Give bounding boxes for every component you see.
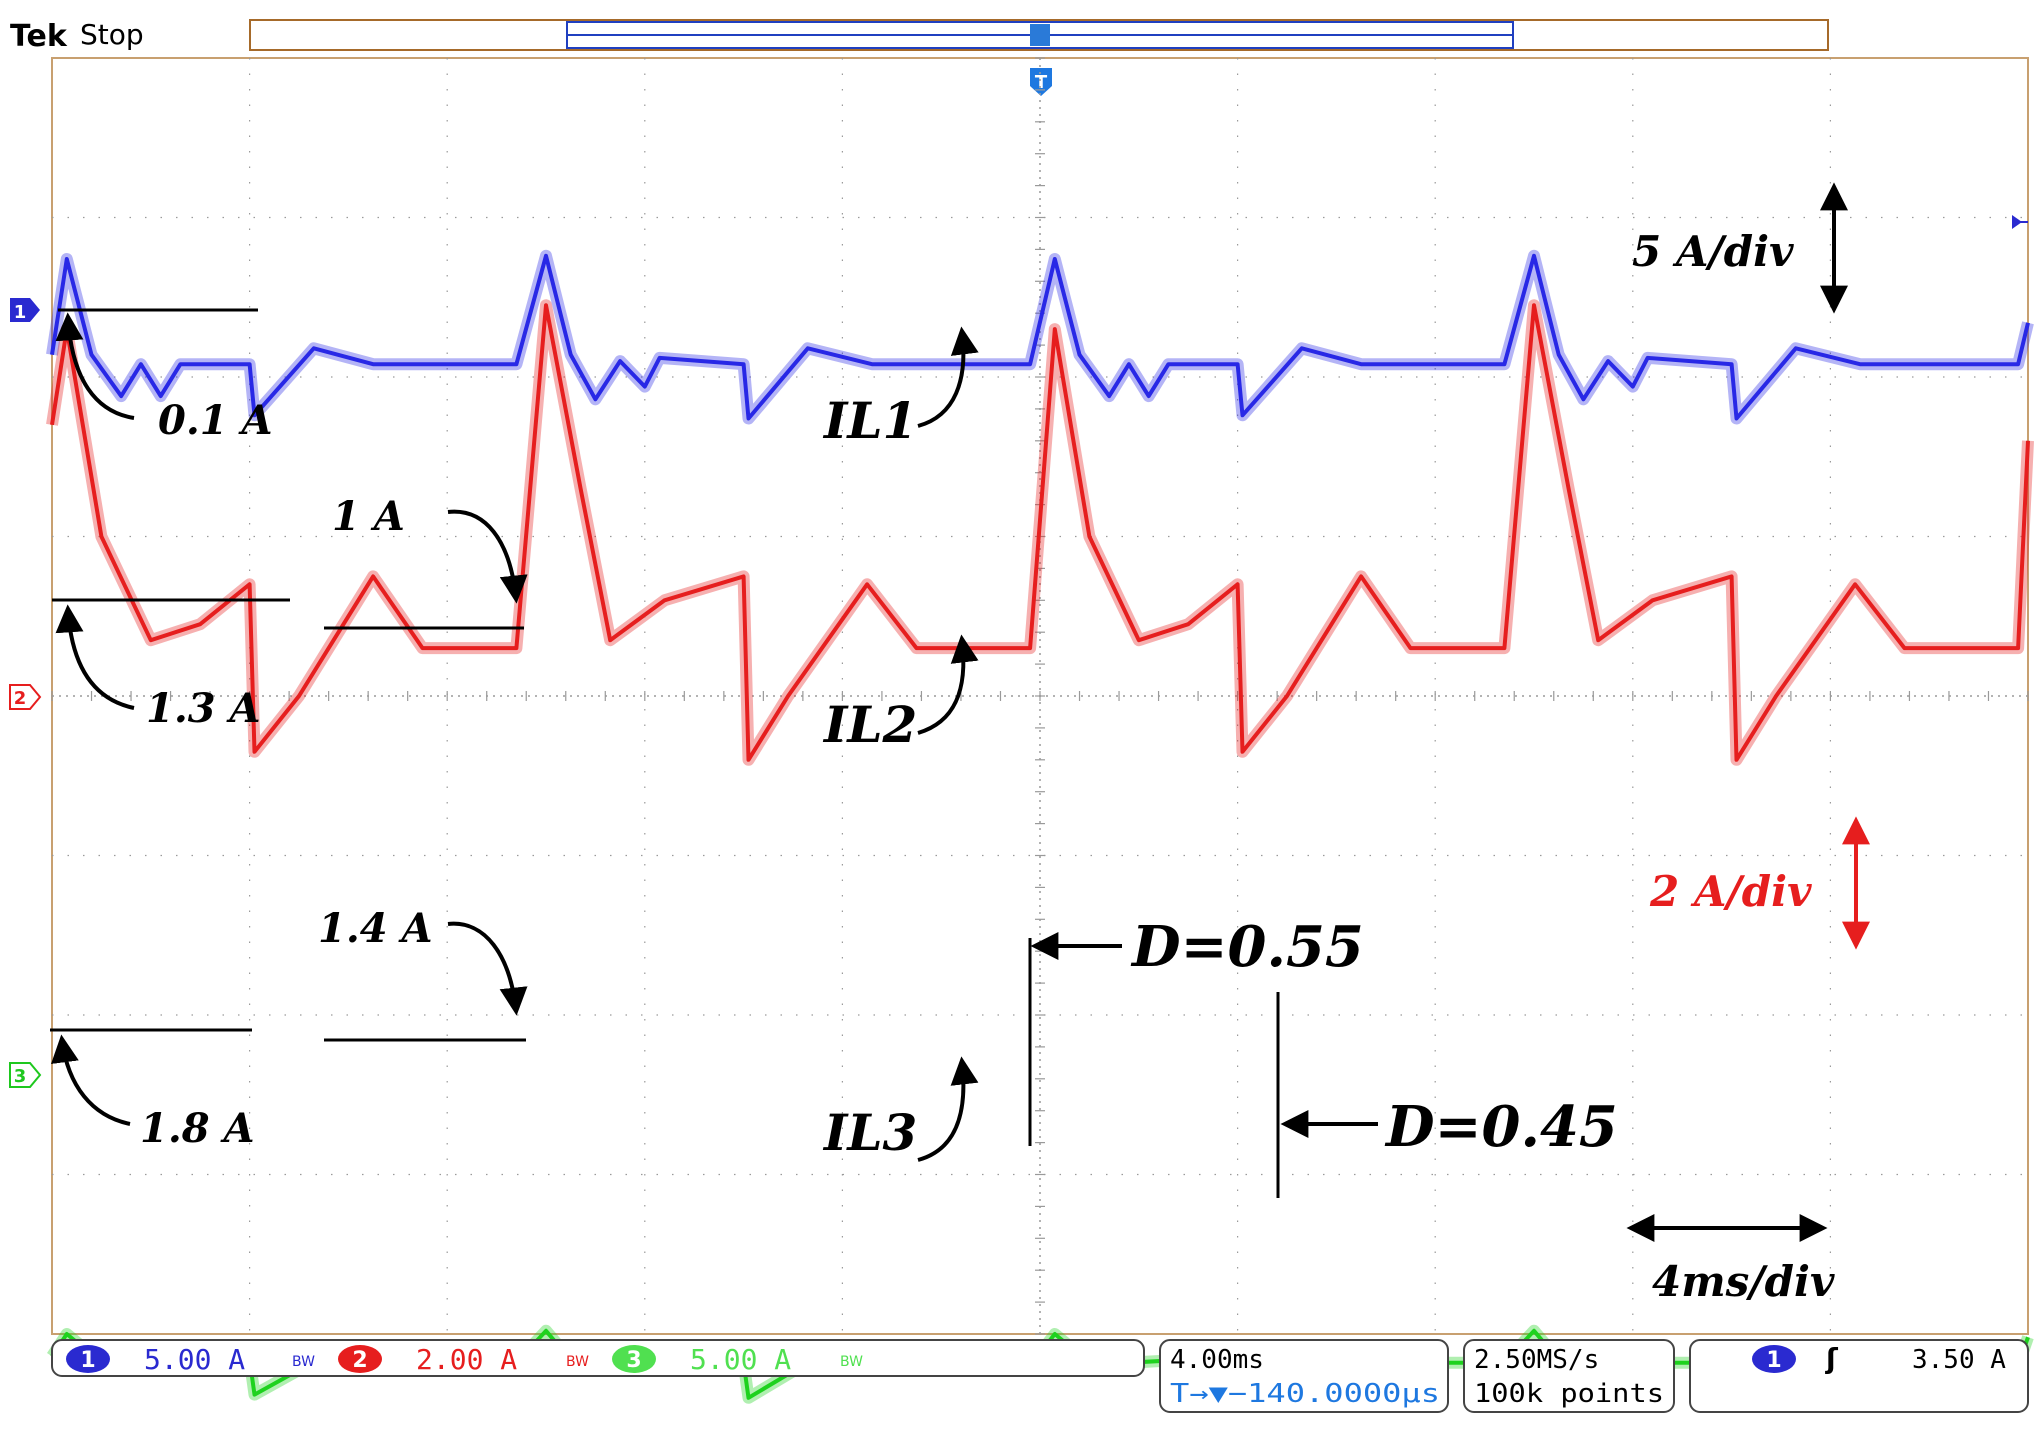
ch1-badge: 1 <box>80 1348 95 1373</box>
label-1-8a: 1.8 A <box>140 1105 255 1152</box>
label-scale-5a: 5 A/div <box>1632 227 1794 276</box>
ch3-bw-icon: BW <box>840 1354 863 1370</box>
ch2-ground-marker[interactable]: 2 <box>9 684 42 710</box>
annotation-lines <box>50 308 1280 1198</box>
label-1-4a: 1.4 A <box>318 905 433 952</box>
ch1-bw-icon: BW <box>292 1354 315 1370</box>
ch1-scale: 5.00 A <box>144 1343 245 1376</box>
trigger-position-value: T→▼−140.0000μs <box>1170 1379 1440 1409</box>
acquisition-status: Stop <box>80 18 144 51</box>
label-d055: D=0.55 <box>1130 914 1364 980</box>
channel-readout-panel[interactable]: 1 5.00 A BW 2 2.00 A BW 3 5.00 A BW <box>51 1339 1145 1377</box>
label-il1: IL1 <box>822 391 917 450</box>
ch2-bw-icon: BW <box>566 1354 589 1370</box>
label-1a: 1 A <box>332 493 405 540</box>
graticule <box>51 57 2029 1335</box>
trigger-panel[interactable]: 1 ʃ 3.50 A <box>1689 1339 2029 1413</box>
trigger-position-marker[interactable]: T <box>1030 68 1052 96</box>
sample-rate: 2.50MS/s <box>1474 1345 1599 1375</box>
ch1-marker-label: 1 <box>14 302 27 323</box>
label-d045: D=0.45 <box>1384 1094 1618 1160</box>
ch2-badge: 2 <box>352 1348 367 1373</box>
acquisition-panel[interactable]: 2.50MS/s 100k points <box>1463 1339 1675 1413</box>
label-1-3a: 1.3 A <box>146 685 261 732</box>
trigger-source: 1 <box>1766 1348 1781 1373</box>
trigger-marker-label: T <box>1035 72 1048 93</box>
timebase-value: 4.00ms <box>1170 1345 1264 1375</box>
ch3-badge: 3 <box>626 1348 641 1373</box>
trace-il2 <box>50 303 2030 762</box>
ch1-ground-marker[interactable]: 1 <box>10 298 40 323</box>
annotation-arrows <box>51 182 1848 1242</box>
ch3-scale: 5.00 A <box>690 1343 791 1376</box>
trigger-level: 3.50 A <box>1912 1345 2006 1375</box>
timebase-panel[interactable]: 4.00ms T→▼−140.0000μs <box>1159 1339 1449 1413</box>
label-time-scale: 4ms/div <box>1652 1257 1835 1306</box>
label-scale-2a: 2 A/div <box>1649 867 1812 916</box>
label-il3: IL3 <box>822 1103 917 1162</box>
ch3-ground-marker[interactable]: 3 <box>9 1062 42 1088</box>
ch3-marker-label: 3 <box>14 1066 27 1087</box>
label-0-1a: 0.1 A <box>158 397 273 444</box>
ch2-scale: 2.00 A <box>416 1343 517 1376</box>
record-length: 100k points <box>1474 1379 1664 1409</box>
annotation-labels: 0.1 A 1.3 A 1 A 1.4 A 1.8 A IL1 IL2 IL3 … <box>140 227 1835 1306</box>
label-il2: IL2 <box>822 695 917 754</box>
trace-il1 <box>50 253 2030 421</box>
ch2-marker-label: 2 <box>14 688 27 709</box>
brand-label: Tek <box>10 19 68 54</box>
record-overview-bar <box>249 19 1829 51</box>
trigger-slope-icon: ʃ <box>1825 1342 1839 1375</box>
